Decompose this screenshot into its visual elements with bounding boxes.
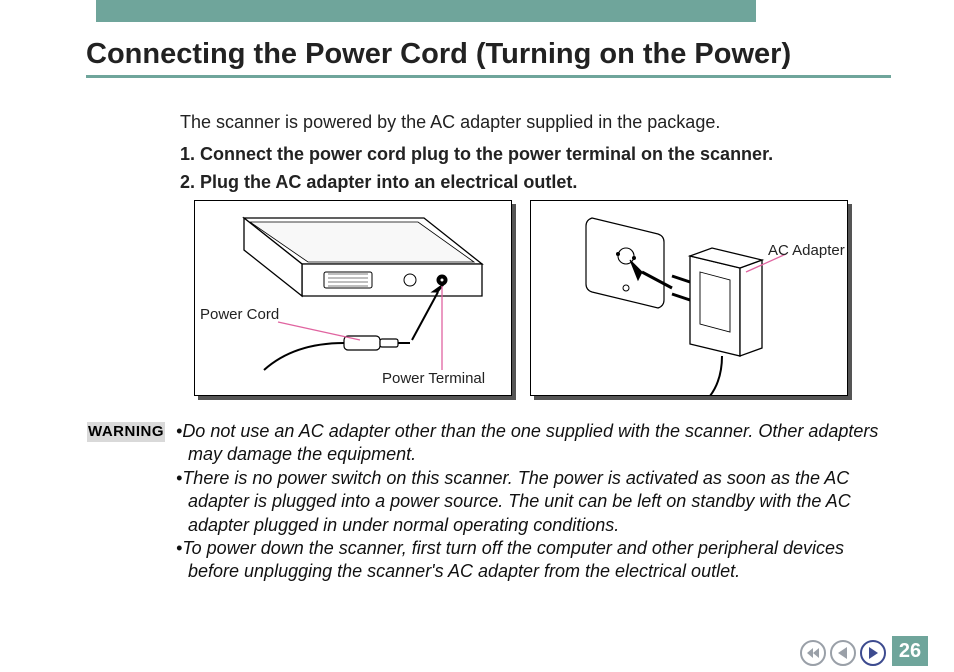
- step-1: 1. Connect the power cord plug to the po…: [180, 144, 773, 165]
- warning-bullet-2: •There is no power switch on this scanne…: [172, 467, 892, 537]
- figures-row: Power Cord Power Terminal: [194, 200, 848, 396]
- nav-prev-icon[interactable]: [830, 640, 856, 666]
- figure-ac-adapter: AC Adapter: [530, 200, 848, 396]
- label-power-cord: Power Cord: [200, 306, 279, 323]
- warning-label: WARNING: [87, 422, 165, 442]
- scanner-diagram-svg: [194, 200, 512, 396]
- warning-bullet-1: •Do not use an AC adapter other than the…: [172, 420, 892, 467]
- page-title: Connecting the Power Cord (Turning on th…: [86, 38, 891, 78]
- label-power-terminal: Power Terminal: [382, 370, 485, 387]
- intro-text: The scanner is powered by the AC adapter…: [180, 112, 720, 133]
- nav-first-icon[interactable]: [800, 640, 826, 666]
- nav-buttons: [800, 640, 886, 666]
- figure-scanner-power-cord: Power Cord Power Terminal: [194, 200, 512, 396]
- ac-adapter-diagram-svg: [530, 200, 848, 396]
- page-number: 26: [892, 636, 928, 666]
- label-ac-adapter: AC Adapter: [768, 242, 845, 259]
- top-accent-bar: [96, 0, 756, 22]
- footer: 26: [0, 640, 954, 672]
- warning-list: •Do not use an AC adapter other than the…: [172, 420, 892, 584]
- nav-next-icon[interactable]: [860, 640, 886, 666]
- step-2: 2. Plug the AC adapter into an electrica…: [180, 172, 577, 193]
- warning-bullet-3: •To power down the scanner, first turn o…: [172, 537, 892, 584]
